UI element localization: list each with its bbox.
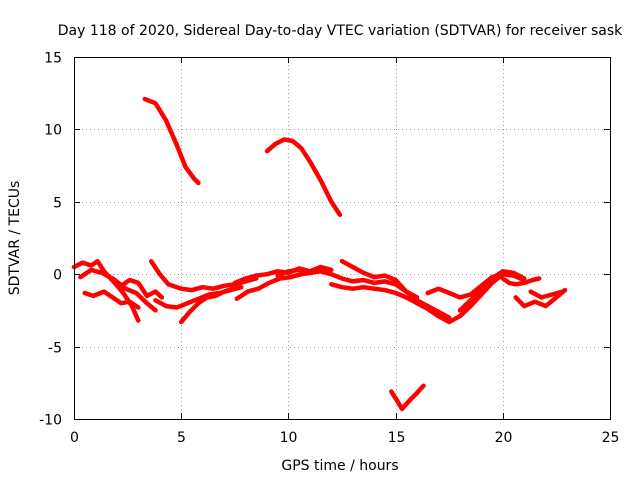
plot-frame: [74, 57, 611, 420]
series-line-satellite-arc-15: [329, 271, 527, 325]
tick-layer: 0 5 10 15 20 25 -10 -5 0 5 10 15: [39, 51, 619, 447]
series-layer: [71, 96, 568, 412]
series-line-satellite-arc-20: [500, 276, 542, 287]
x-tick-label: 15: [388, 430, 406, 446]
series-line-satellite-arc-14: [339, 258, 452, 320]
x-tick-label: 25: [602, 430, 620, 446]
series-line-satellite-arc-18: [513, 287, 568, 309]
series-line-satellite-arc-19: [528, 289, 566, 300]
y-tick-label: 0: [53, 268, 62, 284]
grid-layer: [74, 57, 610, 419]
series-line-satellite-arc-2: [264, 137, 343, 218]
x-tick-label: 10: [280, 430, 298, 446]
x-tick-label: 20: [495, 430, 513, 446]
y-axis-label: SDTVAR / TECUs: [7, 181, 23, 296]
series-line-satellite-arc-3: [389, 383, 426, 412]
series-line-satellite-arc-7: [110, 276, 165, 300]
series-line-satellite-arc-12: [234, 270, 315, 302]
chart-title: Day 118 of 2020, Sidereal Day-to-day VTE…: [58, 23, 623, 39]
x-tick-label: 5: [177, 430, 186, 446]
x-tick-label: 0: [70, 430, 79, 446]
y-tick-label: 5: [53, 196, 62, 212]
x-axis-label: GPS time / hours: [281, 458, 398, 474]
series-line-satellite-arc-10: [178, 286, 235, 325]
series-line-satellite-arc-13: [275, 267, 420, 300]
series-line-satellite-arc-6: [82, 289, 141, 310]
y-tick-label: 15: [44, 51, 62, 67]
series-line-satellite-arc-17: [457, 269, 527, 313]
series-line-satellite-arc-1: [142, 96, 201, 186]
y-tick-label: -5: [48, 341, 62, 357]
y-tick-label: -10: [39, 413, 62, 429]
y-tick-label: 10: [44, 123, 62, 139]
